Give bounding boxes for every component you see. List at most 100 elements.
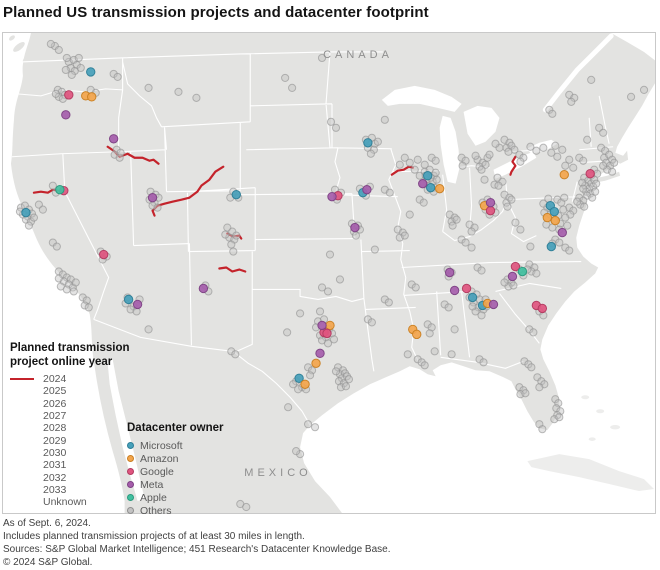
datacenter-dot-others: [315, 307, 325, 316]
datacenter-dot-others: [420, 361, 429, 370]
datacenter-dot-meta: [315, 348, 325, 359]
datacenter-dot-others: [450, 325, 459, 334]
datacenter-dot-microsoft: [86, 67, 96, 77]
datacenter-dot-others: [344, 375, 354, 384]
datacenter-dot-others: [283, 328, 292, 337]
datacenter-dot-others: [599, 161, 608, 170]
datacenter-dot-others: [539, 143, 548, 152]
datacenter-dot-others: [74, 53, 83, 63]
datacenter-dot-others: [410, 165, 419, 174]
datacenter-dot-others: [467, 227, 476, 236]
datacenter-dot-others: [303, 420, 313, 429]
datacenter-dot-apple: [55, 184, 65, 195]
datacenter-dot-microsoft: [423, 171, 433, 181]
datacenter-dot-google: [99, 249, 109, 260]
year-label: 2027: [43, 410, 67, 423]
page-title: Planned US transmission projects and dat…: [3, 4, 429, 21]
year-line-swatch: [10, 403, 34, 405]
year-line-swatch: [10, 378, 34, 381]
datacenter-dot-others: [80, 301, 89, 310]
datacenter-dot-others: [548, 109, 557, 118]
datacenter-dot-others: [560, 193, 569, 202]
datacenter-dot-meta: [488, 299, 499, 310]
datacenter-dot-others: [317, 53, 327, 63]
datacenter-dot-others: [567, 97, 576, 106]
datacenter-dot-others: [174, 87, 183, 96]
datacenter-dot-others: [323, 339, 333, 348]
datacenter-dot-others: [494, 181, 503, 190]
datacenter-dot-microsoft: [231, 189, 241, 200]
transmission-line-nevada-reno: [32, 188, 59, 194]
owner-legend: Datacenter owner Microsoft Amazon Google Me…: [127, 421, 237, 517]
datacenter-dot-meta: [108, 134, 119, 144]
datacenter-dot-others: [56, 282, 65, 291]
datacenter-dot-others: [626, 92, 636, 101]
datacenter-dot-others: [405, 210, 414, 219]
datacenter-dot-others: [561, 213, 570, 222]
datacenter-dot-others: [329, 335, 339, 344]
datacenter-dot-others: [532, 269, 541, 278]
datacenter-dot-others: [400, 153, 409, 162]
transmission-year-row: 2025: [10, 385, 130, 397]
owner-row: Others: [127, 504, 237, 517]
datacenter-dot-others: [229, 247, 238, 256]
datacenter-dot-microsoft: [426, 182, 436, 193]
year-line-swatch: [10, 415, 34, 417]
year-line-swatch: [10, 464, 34, 466]
datacenter-dot-meta: [327, 191, 337, 202]
datacenter-dot-others: [373, 137, 382, 146]
transmission-legend-items: 2024 2025 2026 2027 2028 2029 2030 2031 2032 2033…: [10, 373, 130, 508]
datacenter-dot-others: [325, 250, 335, 259]
datacenter-dot-others: [331, 367, 341, 376]
datacenter-dot-others: [526, 142, 535, 151]
datacenter-dot-others: [281, 73, 290, 82]
datacenter-dot-meta: [362, 184, 372, 195]
owner-row: Amazon: [127, 452, 237, 465]
datacenter-dot-others: [583, 135, 592, 144]
datacenter-dot-others: [289, 380, 298, 389]
datacenter-dot-others: [527, 363, 536, 372]
datacenter-dot-microsoft: [294, 373, 304, 383]
datacenter-dot-others: [411, 283, 420, 292]
datacenter-dot-others: [479, 358, 488, 367]
datacenter-dot-others: [431, 168, 440, 177]
datacenter-dot-others: [71, 278, 80, 287]
owner-dot-swatch: [127, 455, 134, 462]
owner-label: Meta: [140, 478, 164, 491]
datacenter-dot-others: [555, 413, 564, 422]
transmission-legend-title-line1: Planned transmission: [10, 342, 130, 354]
datacenter-dot-others: [144, 325, 153, 334]
datacenter-dot-amazon: [87, 92, 97, 102]
year-line-swatch: [10, 489, 34, 491]
datacenter-dot-google: [510, 261, 521, 272]
datacenter-dot-others: [417, 358, 426, 367]
datacenter-dot-others: [288, 83, 297, 92]
owner-label: Apple: [140, 491, 167, 504]
datacenter-dot-others: [529, 328, 538, 337]
datacenter-dot-meta: [147, 192, 158, 203]
owner-label: Others: [140, 504, 172, 517]
datacenter-dot-others: [639, 85, 649, 94]
datacenter-dot-others: [591, 187, 600, 196]
datacenter-dot-google: [322, 328, 332, 339]
datacenter-dot-others: [48, 181, 57, 190]
datacenter-dot-others: [477, 311, 486, 320]
datacenter-dot-others: [559, 205, 568, 214]
datacenter-dot-others: [405, 158, 414, 167]
datacenter-dot-others: [448, 221, 457, 230]
datacenter-dot-others: [427, 323, 436, 332]
datacenter-dot-others: [599, 128, 608, 137]
datacenter-dot-others: [563, 221, 572, 230]
datacenter-dot-others: [395, 160, 404, 169]
datacenter-dot-others: [305, 371, 315, 380]
datacenter-dot-others: [46, 39, 55, 49]
transmission-year-row: 2024: [10, 373, 130, 385]
year-label: 2025: [43, 385, 67, 398]
datacenter-dot-amazon: [300, 379, 310, 389]
datacenter-dot-meta: [418, 178, 428, 189]
datacenter-dot-others: [331, 123, 341, 132]
owner-legend-title: Datacenter owner: [127, 422, 224, 434]
datacenter-dot-others: [115, 153, 124, 162]
transmission-year-row: 2026: [10, 398, 130, 410]
datacenter-dot-others: [532, 146, 541, 155]
